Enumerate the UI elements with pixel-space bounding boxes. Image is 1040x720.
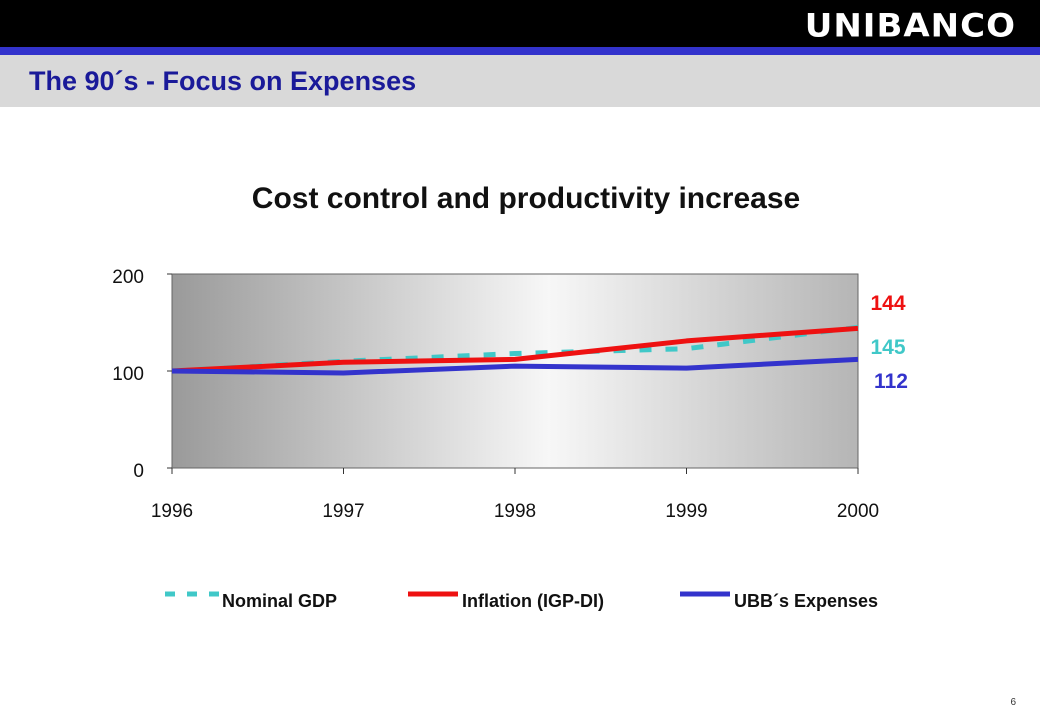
y-tick-label: 200 [112,267,144,288]
legend-label-2: UBB´s Expenses [734,591,878,611]
header-accent-line [0,47,1040,55]
series-end-label: 112 [874,370,908,393]
series-end-label: 144 [870,292,905,315]
x-tick-label: 1997 [322,501,364,522]
page-number: 6 [1010,697,1016,708]
chart-title: Cost control and productivity increase [252,182,800,215]
y-tick-label: 100 [112,364,144,385]
y-tick-label: 0 [133,461,144,482]
legend-label-1: Inflation (IGP-DI) [462,591,604,611]
x-tick-label: 1999 [665,501,707,522]
unibanco-logo: UNIBANCO [804,7,1016,45]
series-line-1 [171,325,859,374]
page-title: The 90´s - Focus on Expenses [29,66,417,96]
title-strip [0,55,1040,107]
x-tick-label: 2000 [837,501,879,522]
series-end-label: 145 [870,336,905,359]
header-bar [0,0,1040,47]
x-tick-label: 1998 [494,501,536,522]
legend-label-0: Nominal GDP [222,591,337,611]
series-line-2 [171,356,859,376]
x-tick-label: 1996 [151,501,193,522]
